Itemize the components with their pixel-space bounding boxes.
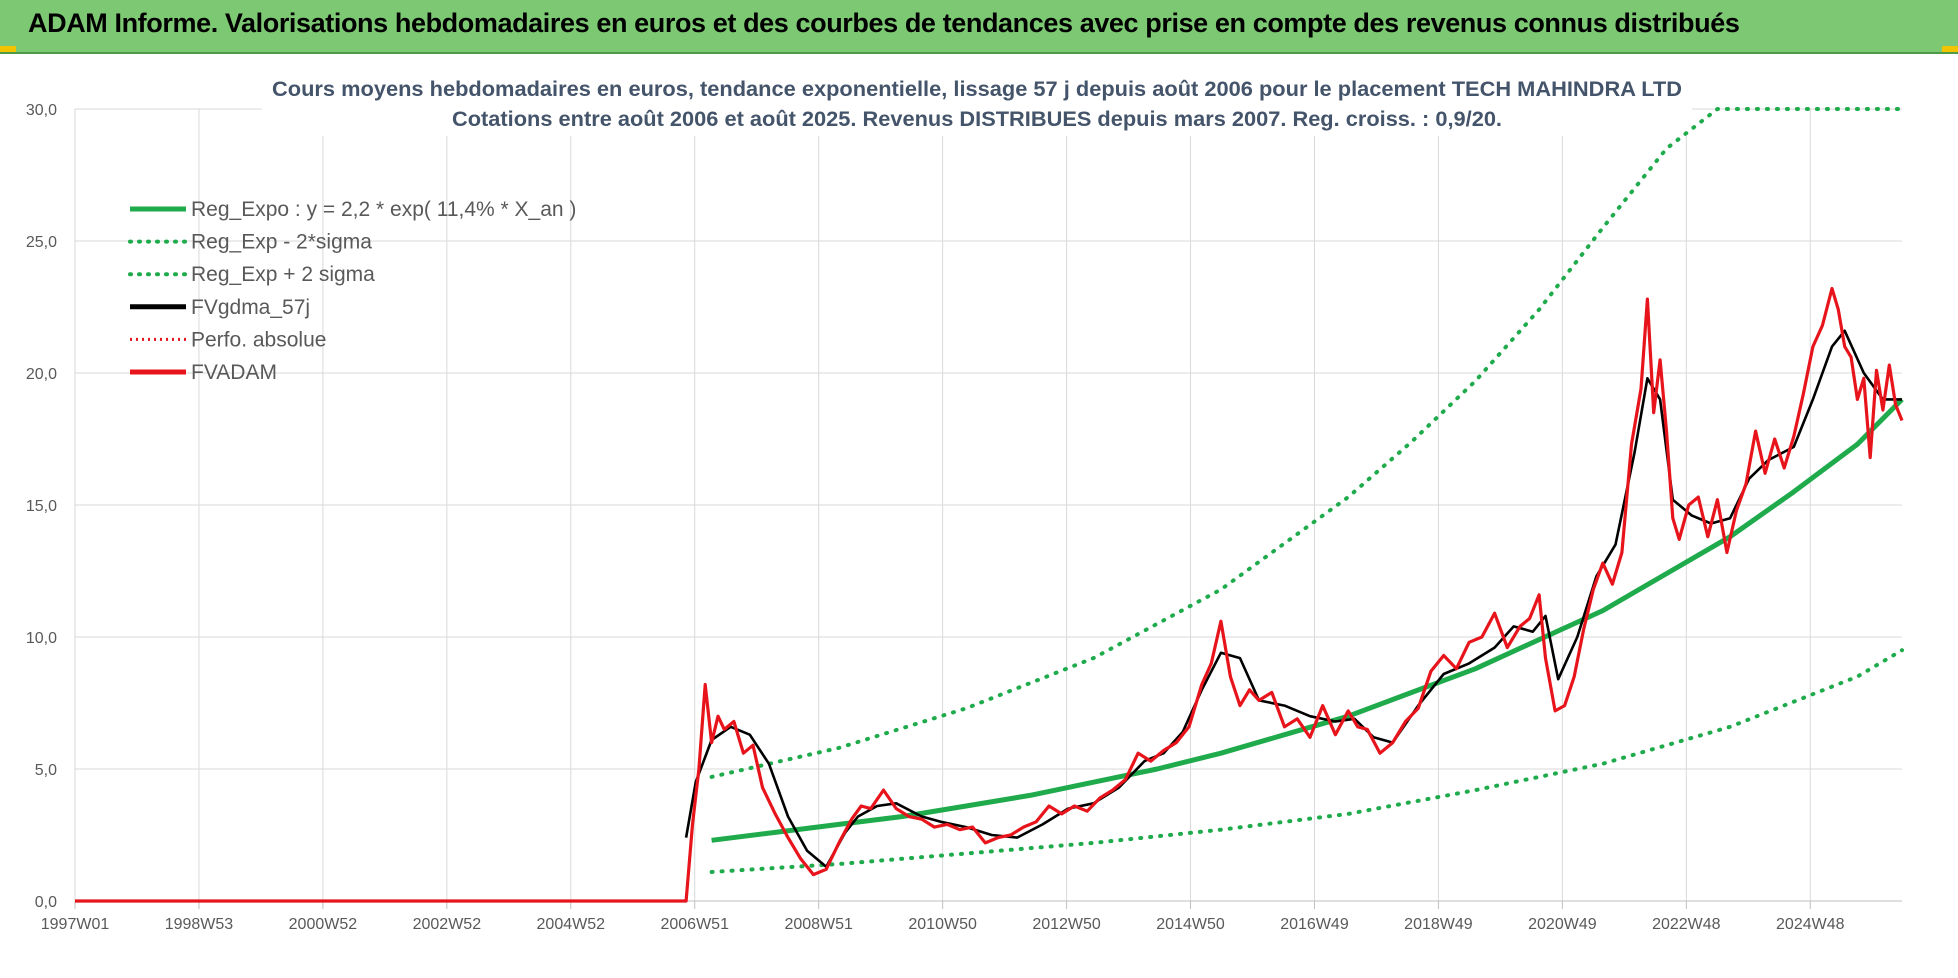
y-tick-label: 25,0 — [26, 234, 57, 251]
y-tick-label: 10,0 — [26, 630, 57, 647]
y-tick-label: 5,0 — [35, 762, 57, 779]
y-tick-label: 15,0 — [26, 498, 57, 515]
legend-label: Reg_Expo : y = 2,2 * exp( 11,4% * X_an ) — [191, 198, 576, 221]
x-tick-label: 2024W48 — [1776, 916, 1845, 933]
series-line-fvadam — [75, 286, 1904, 903]
series-line-reg-expo — [711, 397, 1904, 843]
banner-title: ADAM Informe. Valorisations hebdomadaire… — [28, 8, 1740, 38]
legend-label: FVADAM — [191, 361, 277, 384]
x-tick-label: 2006W51 — [660, 916, 729, 933]
title-background — [262, 60, 1692, 136]
x-tick-label: 2002W52 — [413, 916, 482, 933]
x-tick-label: 2018W49 — [1404, 916, 1473, 933]
y-tick-label: 20,0 — [26, 366, 57, 383]
header-banner: ADAM Informe. Valorisations hebdomadaire… — [0, 0, 1958, 54]
legend-label: Perfo. absolue — [191, 328, 326, 351]
corner-accent — [1942, 46, 1958, 52]
series-line-fvgdma-57j — [684, 329, 1902, 869]
corner-accent — [0, 46, 16, 52]
x-tick-label: 2020W49 — [1528, 916, 1597, 933]
legend-label: FVgdma_57j — [191, 296, 310, 319]
series-line-reg-exp — [709, 648, 1904, 874]
x-tick-label: 1997W01 — [41, 916, 110, 933]
x-tick-label: 2012W50 — [1032, 916, 1101, 933]
x-tick-label: 2008W51 — [784, 916, 853, 933]
x-tick-label: 2014W50 — [1156, 916, 1225, 933]
legend: Reg_Expo : y = 2,2 * exp( 11,4% * X_an )… — [128, 198, 576, 384]
chart-subtitle: Cotations entre août 2006 et août 2025. … — [452, 108, 1502, 131]
chart-title: Cours moyens hebdomadaires en euros, ten… — [272, 78, 1682, 101]
legend-label: Reg_Exp + 2 sigma — [191, 263, 375, 286]
series-line-reg-exp — [709, 107, 1904, 779]
chart-area: 0,0 5,0 10,0 15,0 20,0 25,0 30,0 1997W01 1998W53… — [26, 60, 1904, 933]
y-tick-label: 30,0 — [26, 102, 57, 119]
x-tick-label: 2000W52 — [289, 916, 358, 933]
x-tick-label: 2022W48 — [1652, 916, 1721, 933]
y-tick-label: 0,0 — [35, 894, 57, 911]
x-tick-label: 2016W49 — [1280, 916, 1349, 933]
legend-label: Reg_Exp - 2*sigma — [191, 231, 372, 254]
x-tick-label: 1998W53 — [165, 916, 234, 933]
x-tick-label: 2004W52 — [537, 916, 606, 933]
x-tick-label: 2010W50 — [908, 916, 977, 933]
